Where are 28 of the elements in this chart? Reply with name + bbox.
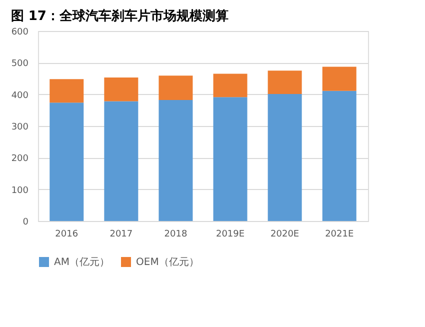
chart-title: 图 17：全球汽车刹车片市场规模测算 [10,8,228,24]
bar [50,79,84,103]
x-tick-label: 2020E [270,230,300,240]
bar [268,94,302,221]
y-tick-label: 300 [11,122,29,132]
bar [213,97,248,221]
bar [322,90,356,221]
legend-label: OEM（亿元） [136,257,199,268]
bar [158,100,193,221]
bar [104,78,138,102]
bar [268,70,302,94]
x-tick-label: 2016 [55,230,78,240]
x-tick-label: 2017 [110,230,133,240]
y-tick-label: 500 [11,59,29,70]
bar [50,102,84,221]
bar [322,66,356,91]
y-tick-label: 200 [11,154,29,164]
y-tick-label: 600 [11,28,29,38]
y-tick-label: 0 [22,218,29,228]
x-tick-label: 2018 [164,230,188,240]
y-tick-label: 100 [11,186,29,196]
bar [158,76,193,100]
legend-label: AM（亿元） [54,257,110,268]
y-tick-label: 400 [11,90,29,101]
bar [213,74,248,98]
x-tick-label: 2019E [216,230,245,240]
x-tick-label: 2021E [325,230,354,240]
bar [104,101,138,221]
